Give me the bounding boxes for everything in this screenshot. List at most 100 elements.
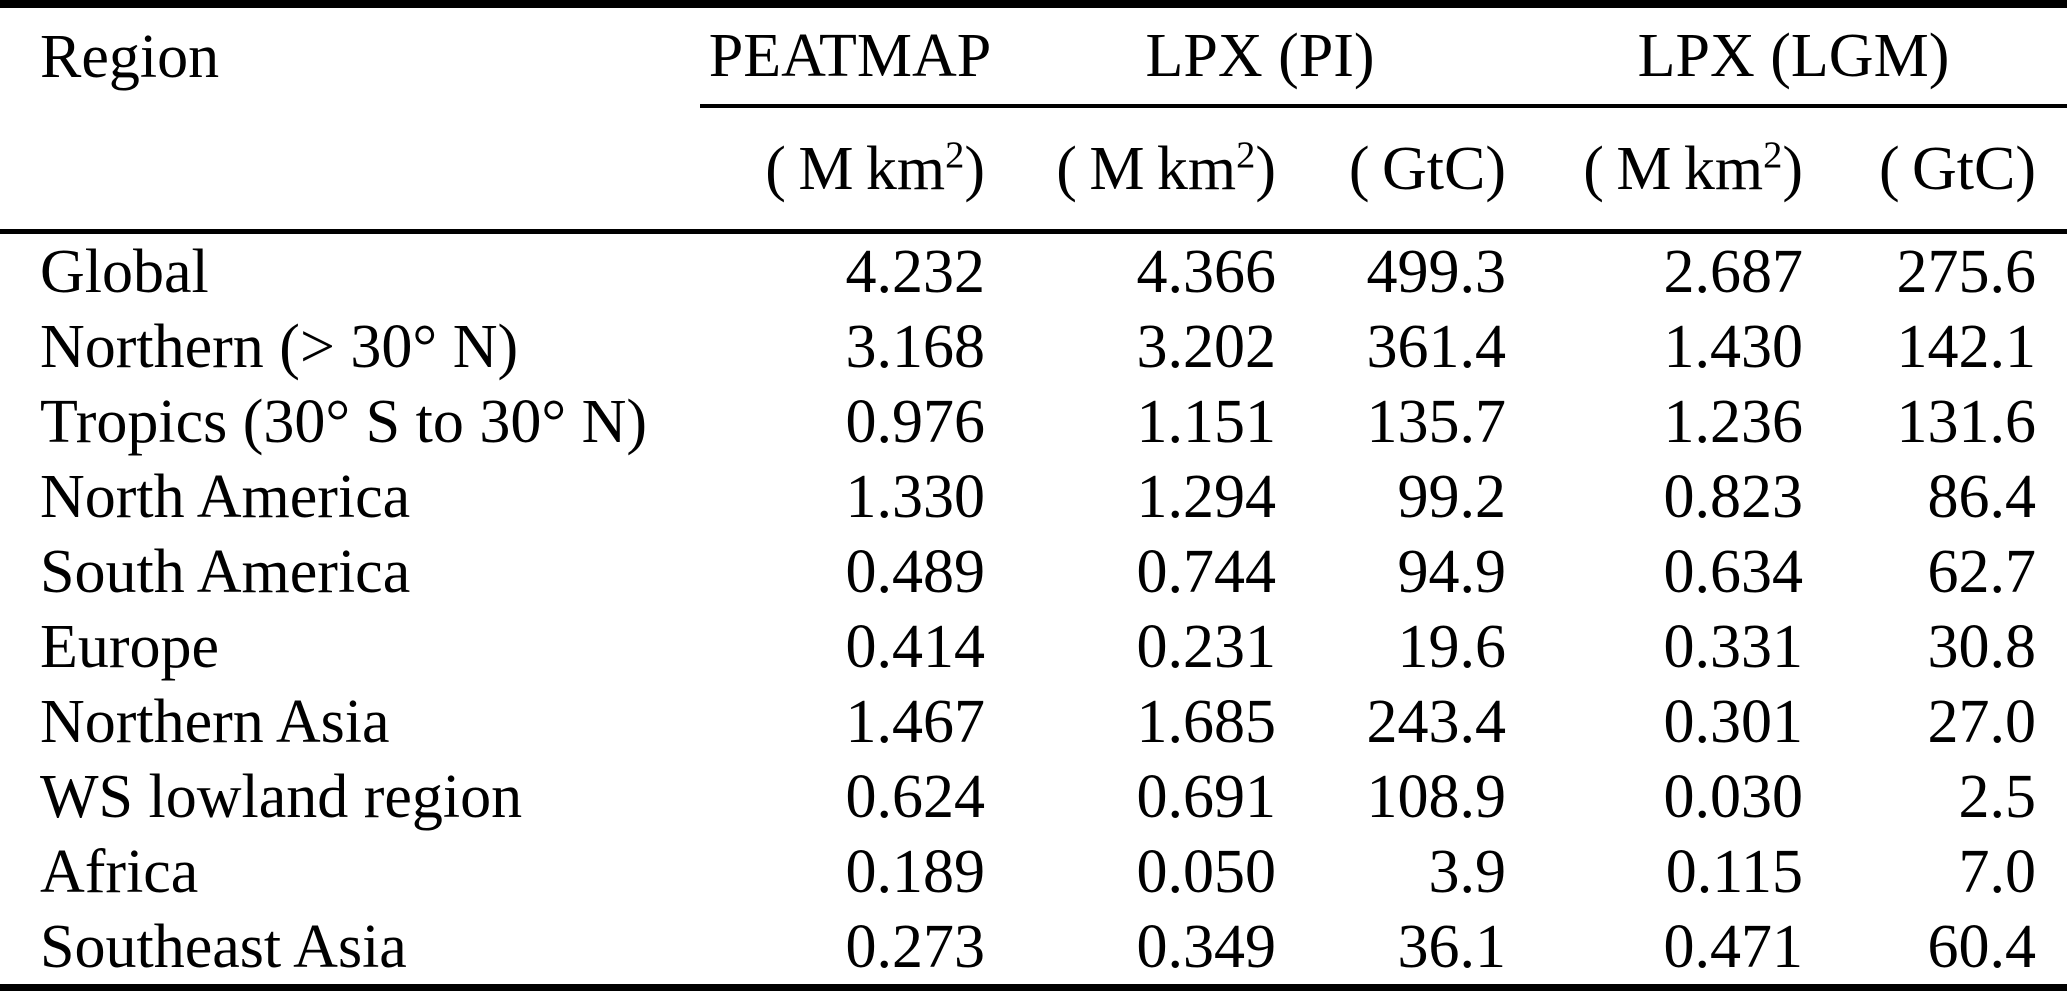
value-cell: 1.467 xyxy=(845,687,986,756)
region-cell: Tropics (30° S to 30° N) xyxy=(40,387,648,456)
value-cell: 94.9 xyxy=(1397,537,1507,606)
value-cell: 1.151 xyxy=(1136,387,1277,456)
table-row: Europe 0.414 0.231 19.6 0.331 30.8 xyxy=(0,609,2067,684)
group-header-peatmap: PEATMAP xyxy=(700,0,1000,108)
value-cell: 27.0 xyxy=(1927,687,2037,756)
unit-superscript: 2 xyxy=(945,133,965,176)
table-row: Tropics (30° S to 30° N) 0.976 1.151 135… xyxy=(0,384,2067,459)
region-cell: South America xyxy=(40,537,411,606)
value-cell: 86.4 xyxy=(1927,462,2037,531)
table-row: Global 4.232 4.366 499.3 2.687 275.6 xyxy=(0,232,2067,310)
table-row: South America 0.489 0.744 94.9 0.634 62.… xyxy=(0,534,2067,609)
value-cell: 2.5 xyxy=(1958,762,2037,831)
unit-superscript: 2 xyxy=(1763,133,1783,176)
value-cell: 1.294 xyxy=(1136,462,1277,531)
value-cell: 3.9 xyxy=(1428,837,1507,906)
unit-text: ( xyxy=(1056,134,1090,203)
unit-text: ( xyxy=(1878,134,1912,203)
unit-text: ) xyxy=(1255,134,1276,203)
unit-text: M km xyxy=(1616,134,1764,203)
value-cell: 1.330 xyxy=(845,462,986,531)
value-cell: 3.168 xyxy=(845,312,986,381)
unit-header-lgm-carbon: ( GtC) xyxy=(1817,106,2067,234)
region-cell: Northern (> 30° N) xyxy=(40,312,519,381)
value-cell: 0.349 xyxy=(1000,909,1290,991)
value-cell: 7.0 xyxy=(1958,837,2037,906)
unit-text: ( xyxy=(1583,134,1617,203)
table-row: North America 1.330 1.294 99.2 0.823 86.… xyxy=(0,459,2067,534)
value-cell: 60.4 xyxy=(1817,909,2067,991)
value-cell: 99.2 xyxy=(1397,462,1507,531)
unit-text: M km xyxy=(798,134,946,203)
value-cell: 2.687 xyxy=(1663,237,1804,306)
unit-header-lgm-area: ( M km2) xyxy=(1520,106,1817,234)
unit-text: ( xyxy=(1348,134,1382,203)
value-cell: 0.273 xyxy=(700,909,1000,991)
value-cell: 0.634 xyxy=(1663,537,1804,606)
value-cell: 4.232 xyxy=(845,237,986,306)
value-cell: 361.4 xyxy=(1366,312,1507,381)
region-cell: Africa xyxy=(40,837,199,906)
value-cell: 499.3 xyxy=(1366,237,1507,306)
value-cell: 0.624 xyxy=(845,762,986,831)
unit-header-peatmap-area: ( M km2) xyxy=(700,106,1000,234)
table-row: WS lowland region 0.624 0.691 108.9 0.03… xyxy=(0,759,2067,834)
value-cell: 142.1 xyxy=(1896,312,2037,381)
unit-header-empty xyxy=(0,106,700,234)
value-cell: 4.366 xyxy=(1136,237,1277,306)
table-header: Region PEATMAP LPX (PI) LPX (LGM) ( M km… xyxy=(0,0,2067,234)
value-cell: 0.489 xyxy=(845,537,986,606)
column-header-region: Region xyxy=(0,0,700,106)
value-cell: 1.236 xyxy=(1663,387,1804,456)
value-cell: 0.976 xyxy=(845,387,986,456)
unit-header-pi-area: ( M km2) xyxy=(1000,106,1290,234)
unit-text: ) xyxy=(2015,134,2037,203)
value-cell: 0.050 xyxy=(1136,837,1277,906)
group-header-row: Region PEATMAP LPX (PI) LPX (LGM) xyxy=(0,0,2067,108)
value-cell: 0.744 xyxy=(1136,537,1277,606)
value-cell: 275.6 xyxy=(1896,237,2037,306)
value-cell: 36.1 xyxy=(1290,909,1520,991)
region-cell: North America xyxy=(40,462,411,531)
region-cell: Southeast Asia xyxy=(0,909,700,991)
value-cell: 62.7 xyxy=(1927,537,2037,606)
unit-header-pi-carbon: ( GtC) xyxy=(1290,106,1520,234)
unit-text: ) xyxy=(1782,134,1803,203)
value-cell: 3.202 xyxy=(1136,312,1277,381)
value-cell: 0.691 xyxy=(1136,762,1277,831)
unit-superscript: 2 xyxy=(1236,133,1256,176)
table-row: Africa 0.189 0.050 3.9 0.115 7.0 xyxy=(0,834,2067,909)
unit-text: ) xyxy=(1485,134,1506,203)
value-cell: 0.471 xyxy=(1520,909,1817,991)
value-cell: 0.331 xyxy=(1663,612,1804,681)
value-cell: 0.189 xyxy=(845,837,986,906)
unit-header-row: ( M km2) ( M km2) ( GtC) ( M km2) ( GtC) xyxy=(0,106,2067,234)
value-cell: 135.7 xyxy=(1366,387,1507,456)
table-body: Global 4.232 4.366 499.3 2.687 275.6 Nor… xyxy=(0,232,2067,991)
value-cell: 0.231 xyxy=(1136,612,1277,681)
table-row: Northern (> 30° N) 3.168 3.202 361.4 1.4… xyxy=(0,309,2067,384)
group-header-lpx-pi: LPX (PI) xyxy=(1000,0,1520,108)
value-cell: 19.6 xyxy=(1397,612,1507,681)
unit-text: M km xyxy=(1089,134,1237,203)
unit-text: GtC xyxy=(1912,134,2016,203)
group-header-lpx-lgm: LPX (LGM) xyxy=(1520,0,2067,108)
value-cell: 243.4 xyxy=(1366,687,1507,756)
value-cell: 0.301 xyxy=(1663,687,1804,756)
region-cell: Global xyxy=(40,237,209,306)
value-cell: 108.9 xyxy=(1366,762,1507,831)
unit-text: GtC xyxy=(1381,134,1486,203)
value-cell: 1.685 xyxy=(1136,687,1277,756)
value-cell: 0.823 xyxy=(1663,462,1804,531)
value-cell: 0.414 xyxy=(845,612,986,681)
value-cell: 0.115 xyxy=(1665,837,1803,906)
table-row: Northern Asia 1.467 1.685 243.4 0.301 27… xyxy=(0,684,2067,759)
region-cell: Europe xyxy=(40,612,220,681)
value-cell: 131.6 xyxy=(1896,387,2037,456)
region-cell: Northern Asia xyxy=(40,687,390,756)
value-cell: 30.8 xyxy=(1927,612,2037,681)
region-cell: WS lowland region xyxy=(40,762,523,831)
unit-text: ) xyxy=(964,134,985,203)
